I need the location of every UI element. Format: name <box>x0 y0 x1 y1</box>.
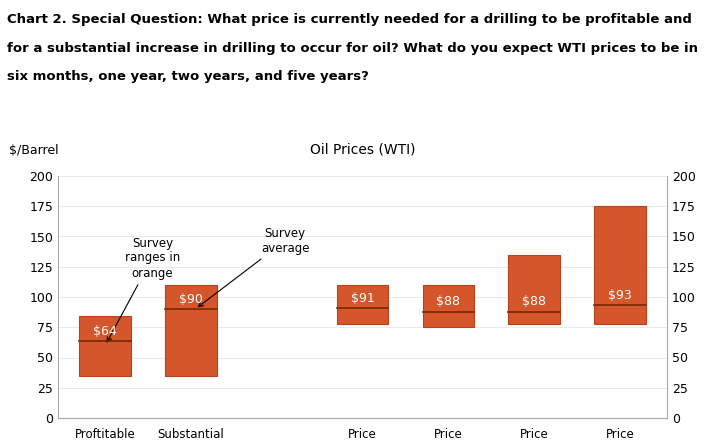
Bar <box>80 316 131 376</box>
Text: six months, one year, two years, and five years?: six months, one year, two years, and fiv… <box>7 70 369 84</box>
Bar <box>508 255 560 323</box>
Bar <box>337 285 388 323</box>
Text: Chart 2. Special Question: What price is currently needed for a drilling to be p: Chart 2. Special Question: What price is… <box>7 13 692 26</box>
Text: $90: $90 <box>179 293 203 306</box>
Text: $64: $64 <box>94 325 117 337</box>
Text: $/Barrel: $/Barrel <box>9 143 59 157</box>
Text: Survey
average: Survey average <box>199 227 310 307</box>
Text: Oil Prices (WTI): Oil Prices (WTI) <box>310 143 415 157</box>
Text: Survey
ranges in
orange: Survey ranges in orange <box>107 236 180 342</box>
Bar <box>423 285 474 327</box>
Bar <box>594 206 645 323</box>
Text: for a substantial increase in drilling to occur for oil? What do you expect WTI : for a substantial increase in drilling t… <box>7 42 698 55</box>
Text: $88: $88 <box>522 296 546 308</box>
Text: $88: $88 <box>436 296 460 308</box>
Text: $93: $93 <box>608 290 631 302</box>
Text: $91: $91 <box>351 292 374 305</box>
Bar <box>165 285 217 376</box>
